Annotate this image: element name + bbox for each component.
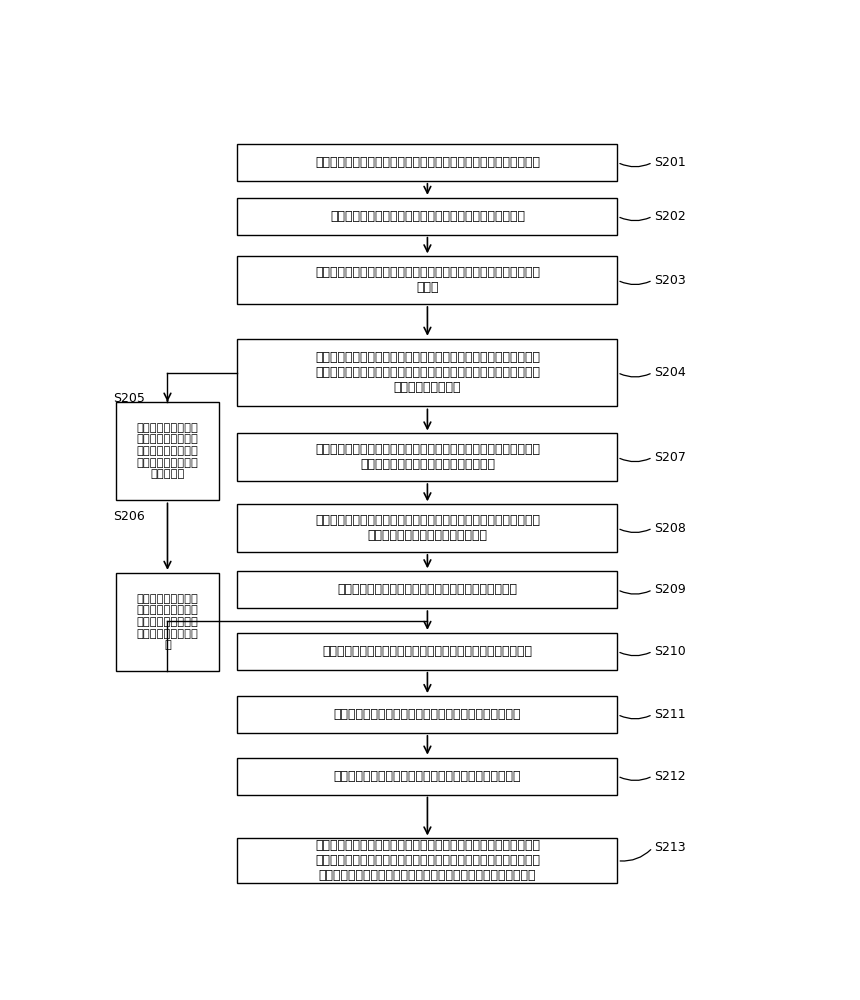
- Bar: [237, 571, 617, 608]
- Text: S207: S207: [654, 451, 686, 464]
- Text: 根据各工艺流程的经验运行时间确定第一板坯从加热炉抽出时刻到第
二板坯从加热炉抽出时刻的经验时间: 根据各工艺流程的经验运行时间确定第一板坯从加热炉抽出时刻到第 二板坯从加热炉抽出…: [315, 514, 540, 542]
- Bar: [237, 198, 617, 235]
- Text: 在第一板坯从加热炉中抽出完成时，发出脉冲信号，以开始计时: 在第一板坯从加热炉中抽出完成时，发出脉冲信号，以开始计时: [322, 645, 532, 658]
- Bar: [237, 696, 617, 733]
- Bar: [237, 339, 617, 406]
- Text: 根据热轧生产线上各工艺流程的运行时间，确定一预计时间: 根据热轧生产线上各工艺流程的运行时间，确定一预计时间: [330, 210, 525, 223]
- Text: 根据预计时间和经验时间确定第二板坯的优选抽出时间: 根据预计时间和经验时间确定第二板坯的优选抽出时间: [337, 583, 518, 596]
- Text: 在第一板坯在粗轧机每道次咬钢时，对计时时间进行校正: 在第一板坯在粗轧机每道次咬钢时，对计时时间进行校正: [334, 708, 521, 721]
- Text: 在第一板坯在精轧机每道次咬钢时，对计时时间进行校正: 在第一板坯在精轧机每道次咬钢时，对计时时间进行校正: [334, 770, 521, 783]
- Text: 若统计数据条数等于
预先设置的条数阈值
，将距离当前时间最
长的一条统计数据删
除: 若统计数据条数等于 预先设置的条数阈值 ，将距离当前时间最 长的一条统计数据删 …: [137, 594, 199, 650]
- Bar: [237, 504, 617, 552]
- Text: S213: S213: [654, 841, 685, 854]
- Text: 若一品种的一板坯在粗轧机和精轧机中被正常轧制，记录该被正常轧
制的板坯在热轧生产线上各工艺流程的运行时间，形成各品种板坯的
板坯工艺流程数据库: 若一品种的一板坯在粗轧机和精轧机中被正常轧制，记录该被正常轧 制的板坯在热轧生产…: [315, 351, 540, 394]
- Bar: [116, 402, 219, 500]
- Bar: [237, 838, 617, 883]
- Text: S211: S211: [654, 708, 685, 721]
- Bar: [116, 573, 219, 671]
- Text: S201: S201: [654, 156, 685, 169]
- Text: S209: S209: [654, 583, 685, 596]
- Bar: [237, 256, 617, 304]
- Text: S204: S204: [654, 366, 685, 379]
- Bar: [237, 633, 617, 670]
- Text: 在热轧生产线上确定各品种的多块板坯在粗轧机和精轧机中是否被正
常轧制: 在热轧生产线上确定各品种的多块板坯在粗轧机和精轧机中是否被正 常轧制: [315, 266, 540, 294]
- Text: S210: S210: [654, 645, 685, 658]
- Text: 判断板坯工艺流程数
据库中该板坯品种所
对应的统计数据条数
是否大于一预先设置
的条数阈值: 判断板坯工艺流程数 据库中该板坯品种所 对应的统计数据条数 是否大于一预先设置 …: [137, 423, 199, 479]
- Text: 监控热轧生产线控制信号，获取热轧生产线上各工艺流程的运行时间: 监控热轧生产线控制信号，获取热轧生产线上各工艺流程的运行时间: [315, 156, 540, 169]
- Text: 从预先设置的板坯工艺流程数据库中获取当前第一板坯和第二板坯所
属品种对应的各工艺流程的经验运行时间: 从预先设置的板坯工艺流程数据库中获取当前第一板坯和第二板坯所 属品种对应的各工艺…: [315, 443, 540, 471]
- Bar: [237, 144, 617, 181]
- Text: S203: S203: [654, 274, 685, 287]
- Text: S212: S212: [654, 770, 685, 783]
- Bar: [237, 758, 617, 795]
- Text: S206: S206: [113, 510, 144, 523]
- Text: S202: S202: [654, 210, 685, 223]
- Text: 当计时时间等于第二板坯的优选抽出时间时，控制第二板坯从加热炉
中抽出；或者，在存在用户输入的补偿时间，计时时间等于第二板坯
的优选抽出时间与补偿时间的和时，控制: 当计时时间等于第二板坯的优选抽出时间时，控制第二板坯从加热炉 中抽出；或者，在存…: [315, 839, 540, 882]
- Text: S205: S205: [113, 392, 144, 405]
- Text: S208: S208: [654, 522, 686, 535]
- Bar: [237, 433, 617, 481]
